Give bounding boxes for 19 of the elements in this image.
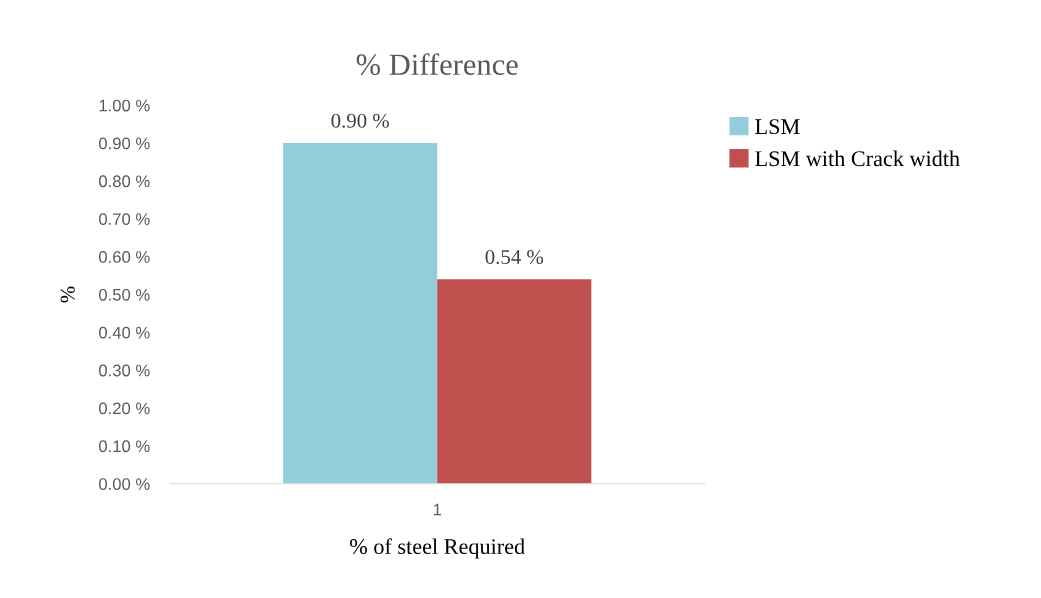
x-axis-title: % of steel Required [350, 538, 525, 559]
y-tick-label: 0.50 % [99, 288, 150, 301]
y-tick-label: 0.70 % [99, 213, 150, 226]
legend-label: LSM [755, 119, 800, 135]
y-tick-label: 0.60 % [99, 251, 150, 263]
y-tick-label: 0.10 % [99, 440, 150, 453]
y-tick-label: 1.00 % [99, 99, 150, 112]
x-tick-label: 1 [433, 503, 442, 516]
data-label: 0.90 % [331, 113, 389, 128]
y-tick-label: 0.30 % [99, 364, 150, 377]
y-tick-label: 0.20 % [99, 402, 150, 415]
chart-title: % Difference [356, 53, 518, 76]
y-tick-label: 0.80 % [99, 175, 150, 188]
y-tick-label: 0.90 % [99, 137, 150, 150]
legend-label: LSM with Crack width [755, 150, 960, 167]
y-axis-title: % [60, 286, 75, 303]
data-label: 0.54 % [485, 249, 544, 265]
y-tick-label: 0.40 % [99, 326, 150, 339]
y-tick-label: 0.00 % [99, 478, 150, 490]
